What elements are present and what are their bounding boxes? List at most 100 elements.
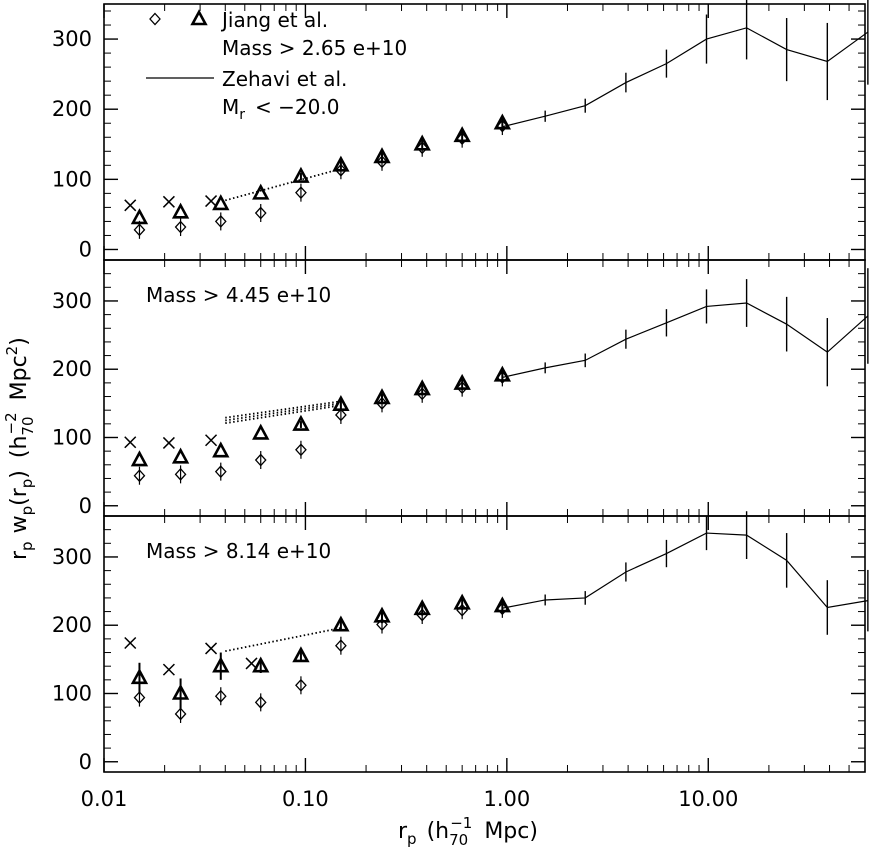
diamond-point	[496, 370, 509, 384]
x-tick-label: 10.00	[678, 787, 738, 811]
triangle-point	[332, 615, 350, 632]
zehavi-line	[502, 27, 869, 128]
cross-point	[124, 636, 137, 650]
triangle-point	[292, 646, 310, 663]
panel-frame	[103, 3, 866, 261]
legend: Jiang et al. Mass > 2.65 e+10 Zehavi et …	[146, 8, 407, 123]
legend-diamond-marker	[149, 12, 161, 26]
diamond-point	[254, 206, 267, 220]
panel-mass-label: Mass > 4.45 e+10	[146, 283, 331, 307]
cross-point	[205, 195, 218, 208]
diamond-point	[214, 214, 227, 228]
diamond-point	[416, 141, 429, 155]
diamond-point	[335, 408, 347, 422]
diamond-point	[214, 465, 227, 479]
x-tick-label: 1.00	[483, 787, 530, 811]
y-tick-label: 300	[52, 289, 92, 313]
zehavi-dotted-line	[225, 627, 342, 653]
panel-3: 0 100 200 300 Mass > 8.14 e+10	[52, 511, 869, 774]
legend-zehavi-cut: Mr < −20.0	[222, 95, 339, 123]
diamond-point	[295, 186, 307, 200]
diamond-point	[456, 603, 469, 617]
x-tick-label: 0.10	[282, 787, 329, 811]
diamond-point	[496, 602, 509, 616]
y-tick-label: 200	[52, 357, 92, 381]
triangle-point	[252, 183, 270, 200]
zehavi-dotted-line	[225, 167, 342, 202]
legend-jiang-cut: Mass > 2.65 e+10	[222, 36, 407, 60]
cross-point	[245, 657, 258, 670]
panel-2: 0 100 200 300 Mass > 4.45 e+10	[52, 259, 869, 518]
zehavi-line	[502, 532, 868, 609]
y-tick-label: 0	[79, 750, 92, 774]
triangle-point	[292, 414, 310, 431]
cross-point	[162, 195, 175, 208]
triangle-point	[130, 450, 149, 467]
diamond-marker	[149, 12, 161, 26]
x-axis-label: rp (h70−1 Mpc)	[398, 814, 538, 849]
triangle-point	[171, 202, 190, 219]
diamond-point	[456, 381, 469, 395]
triangle-point	[212, 194, 230, 211]
legend-zehavi-name: Zehavi et al.	[222, 67, 347, 91]
zehavi-line	[502, 302, 869, 379]
triangle-point	[171, 683, 190, 700]
panel-1: 0 100 200 300	[52, 0, 869, 261]
diamond-point	[133, 691, 146, 705]
diamond-point	[174, 467, 187, 481]
diamond-point	[214, 689, 227, 703]
diamond-point	[133, 223, 146, 237]
diamond-point	[335, 639, 347, 653]
y-tick-label: 200	[52, 613, 92, 637]
zehavi-dotted-line	[225, 402, 342, 422]
y-tick-label: 200	[52, 97, 92, 121]
diamond-point	[295, 678, 307, 692]
triangle-point	[212, 656, 230, 673]
y-axis-label: rpwp(rp)(h70−2Mpc2)	[2, 337, 37, 560]
zehavi-dotted-line	[225, 400, 342, 419]
diamond-point	[416, 608, 429, 622]
diamond-point	[456, 132, 469, 146]
cross-point	[162, 663, 175, 676]
y-tick-label: 100	[52, 425, 92, 449]
diamond-point	[133, 469, 146, 483]
y-tick-label: 100	[52, 681, 92, 705]
diamond-point	[335, 163, 347, 177]
panel-mass-label: Mass > 8.14 e+10	[146, 539, 331, 563]
diamond-point	[496, 119, 509, 133]
y-tick-label: 100	[52, 167, 92, 191]
zehavi-dotted-line	[225, 404, 342, 425]
diamond-point	[376, 155, 388, 169]
triangle-marker	[190, 9, 208, 26]
legend-triangle-marker	[190, 9, 208, 26]
diamond-point	[376, 618, 388, 632]
panel-frame	[103, 515, 866, 773]
y-tick-label: 300	[52, 545, 92, 569]
diamond-point	[254, 453, 267, 467]
svg-text:rpwp(rp)(h70−2Mpc2): rpwp(rp)(h70−2Mpc2)	[2, 337, 37, 560]
panels: 0 100 200 300 0 100 200 300 Mass > 4.45 e+10 0 100…	[52, 0, 869, 811]
cross-point	[205, 434, 218, 447]
triangle-point	[252, 423, 270, 440]
cross-point	[124, 436, 137, 449]
diamond-point	[254, 695, 267, 709]
diamond-point	[174, 707, 187, 721]
triangle-point	[252, 656, 270, 673]
diamond-point	[416, 387, 429, 401]
cross-point	[162, 436, 175, 449]
triangle-point	[292, 166, 310, 183]
diamond-point	[295, 443, 307, 457]
cross-point	[124, 199, 137, 212]
diamond-point	[174, 220, 187, 234]
cross-point	[205, 642, 218, 655]
y-tick-label: 0	[79, 237, 92, 261]
triangle-point	[130, 668, 149, 685]
triangle-point	[171, 447, 190, 464]
x-tick-label: 0.01	[81, 787, 128, 811]
y-tick-label: 300	[52, 27, 92, 51]
diamond-point	[376, 396, 388, 410]
y-tick-label: 0	[79, 494, 92, 518]
legend-jiang-name: Jiang et al.	[220, 8, 328, 32]
triangle-point	[212, 441, 230, 458]
